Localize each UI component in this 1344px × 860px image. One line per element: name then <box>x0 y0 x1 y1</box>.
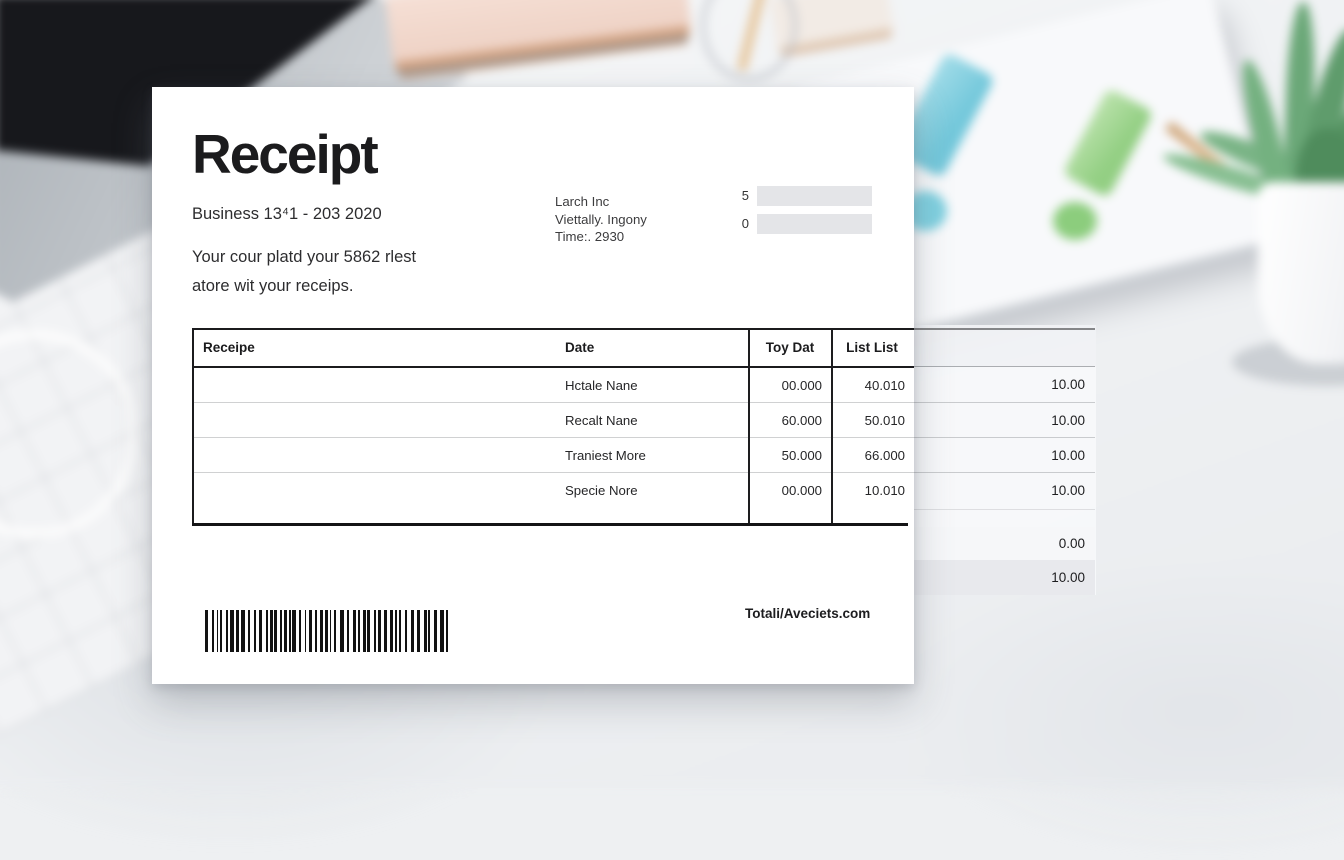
footer-website: Totali/Aveciets.com <box>745 606 871 621</box>
table-column-divider <box>748 330 750 523</box>
receipt-note: Your cour platd your 5862 rlest atore wi… <box>192 243 416 301</box>
barcode <box>205 610 457 652</box>
amount-field-label: 0 <box>741 216 749 231</box>
table-row-name: Specie Nore <box>565 483 638 498</box>
column-header-list-list: List List <box>846 340 898 355</box>
table-header-border <box>192 366 914 368</box>
table-row-divider <box>914 509 1095 510</box>
table-row-name: Recalt Nane <box>565 413 638 428</box>
table-row-amount: 10.00 <box>1051 448 1085 463</box>
table-left-border <box>192 328 194 525</box>
wire-pencil-cup <box>700 0 798 82</box>
table-row-divider <box>193 437 1095 438</box>
amount-field-label: 5 <box>741 188 749 203</box>
subtotal-value: 0.00 <box>1058 536 1085 551</box>
column-header-toy-dat: Toy Dat <box>765 340 815 355</box>
page-title: Receipt <box>192 123 379 185</box>
table-row-divider <box>193 402 1095 403</box>
table-bottom-border <box>192 523 908 526</box>
table-extension-header <box>914 325 1096 367</box>
table-row-price: 10.010 <box>864 483 905 498</box>
table-row-qty: 00.000 <box>781 378 822 393</box>
table-row-amount: 10.00 <box>1051 413 1085 428</box>
amount-field-bar <box>757 186 872 206</box>
green-dot-magnet <box>1053 202 1097 240</box>
column-header-receipe: Receipe <box>203 340 255 355</box>
table-row-price: 40.010 <box>864 378 905 393</box>
amount-field-bar <box>757 214 872 234</box>
subtotal-row: 0.00 <box>914 527 1095 560</box>
table-row-qty: 00.000 <box>781 483 822 498</box>
total-value: 10.00 <box>1051 570 1085 585</box>
table-row-price: 66.000 <box>864 448 905 463</box>
merchant-block: Larch Inc Viettally. Ingony Time:. 2930 <box>555 193 647 246</box>
receipt-page: Receipt Business 13⁴1 - 203 2020 Your co… <box>152 87 914 684</box>
table-row-qty: 60.000 <box>781 413 822 428</box>
plant-pot <box>1258 182 1344 364</box>
note-line: Your cour platd your 5862 rlest <box>192 248 417 266</box>
table-column-divider <box>831 330 833 523</box>
table-row-name: Hctale Nane <box>565 378 638 393</box>
table-row-amount: 10.00 <box>1051 483 1085 498</box>
business-line: Business 13⁴1 - 203 2020 <box>192 205 382 223</box>
table-header-border-ext <box>914 366 1095 367</box>
total-row: 10.00 <box>914 560 1095 595</box>
table-row-name: Traniest More <box>565 448 646 463</box>
table-top-border <box>192 328 1095 330</box>
table-row-amount: 10.00 <box>1051 377 1085 392</box>
merchant-name: Larch Inc <box>555 194 610 209</box>
column-header-date: Date <box>565 340 595 355</box>
note-line: atore wit your receips. <box>192 277 354 295</box>
table-row-qty: 50.000 <box>781 448 822 463</box>
merchant-time: Time:. 2930 <box>555 229 625 244</box>
table-row-divider <box>193 472 1095 473</box>
table-row-price: 50.010 <box>864 413 905 428</box>
merchant-address: Viettally. Ingony <box>555 211 647 227</box>
